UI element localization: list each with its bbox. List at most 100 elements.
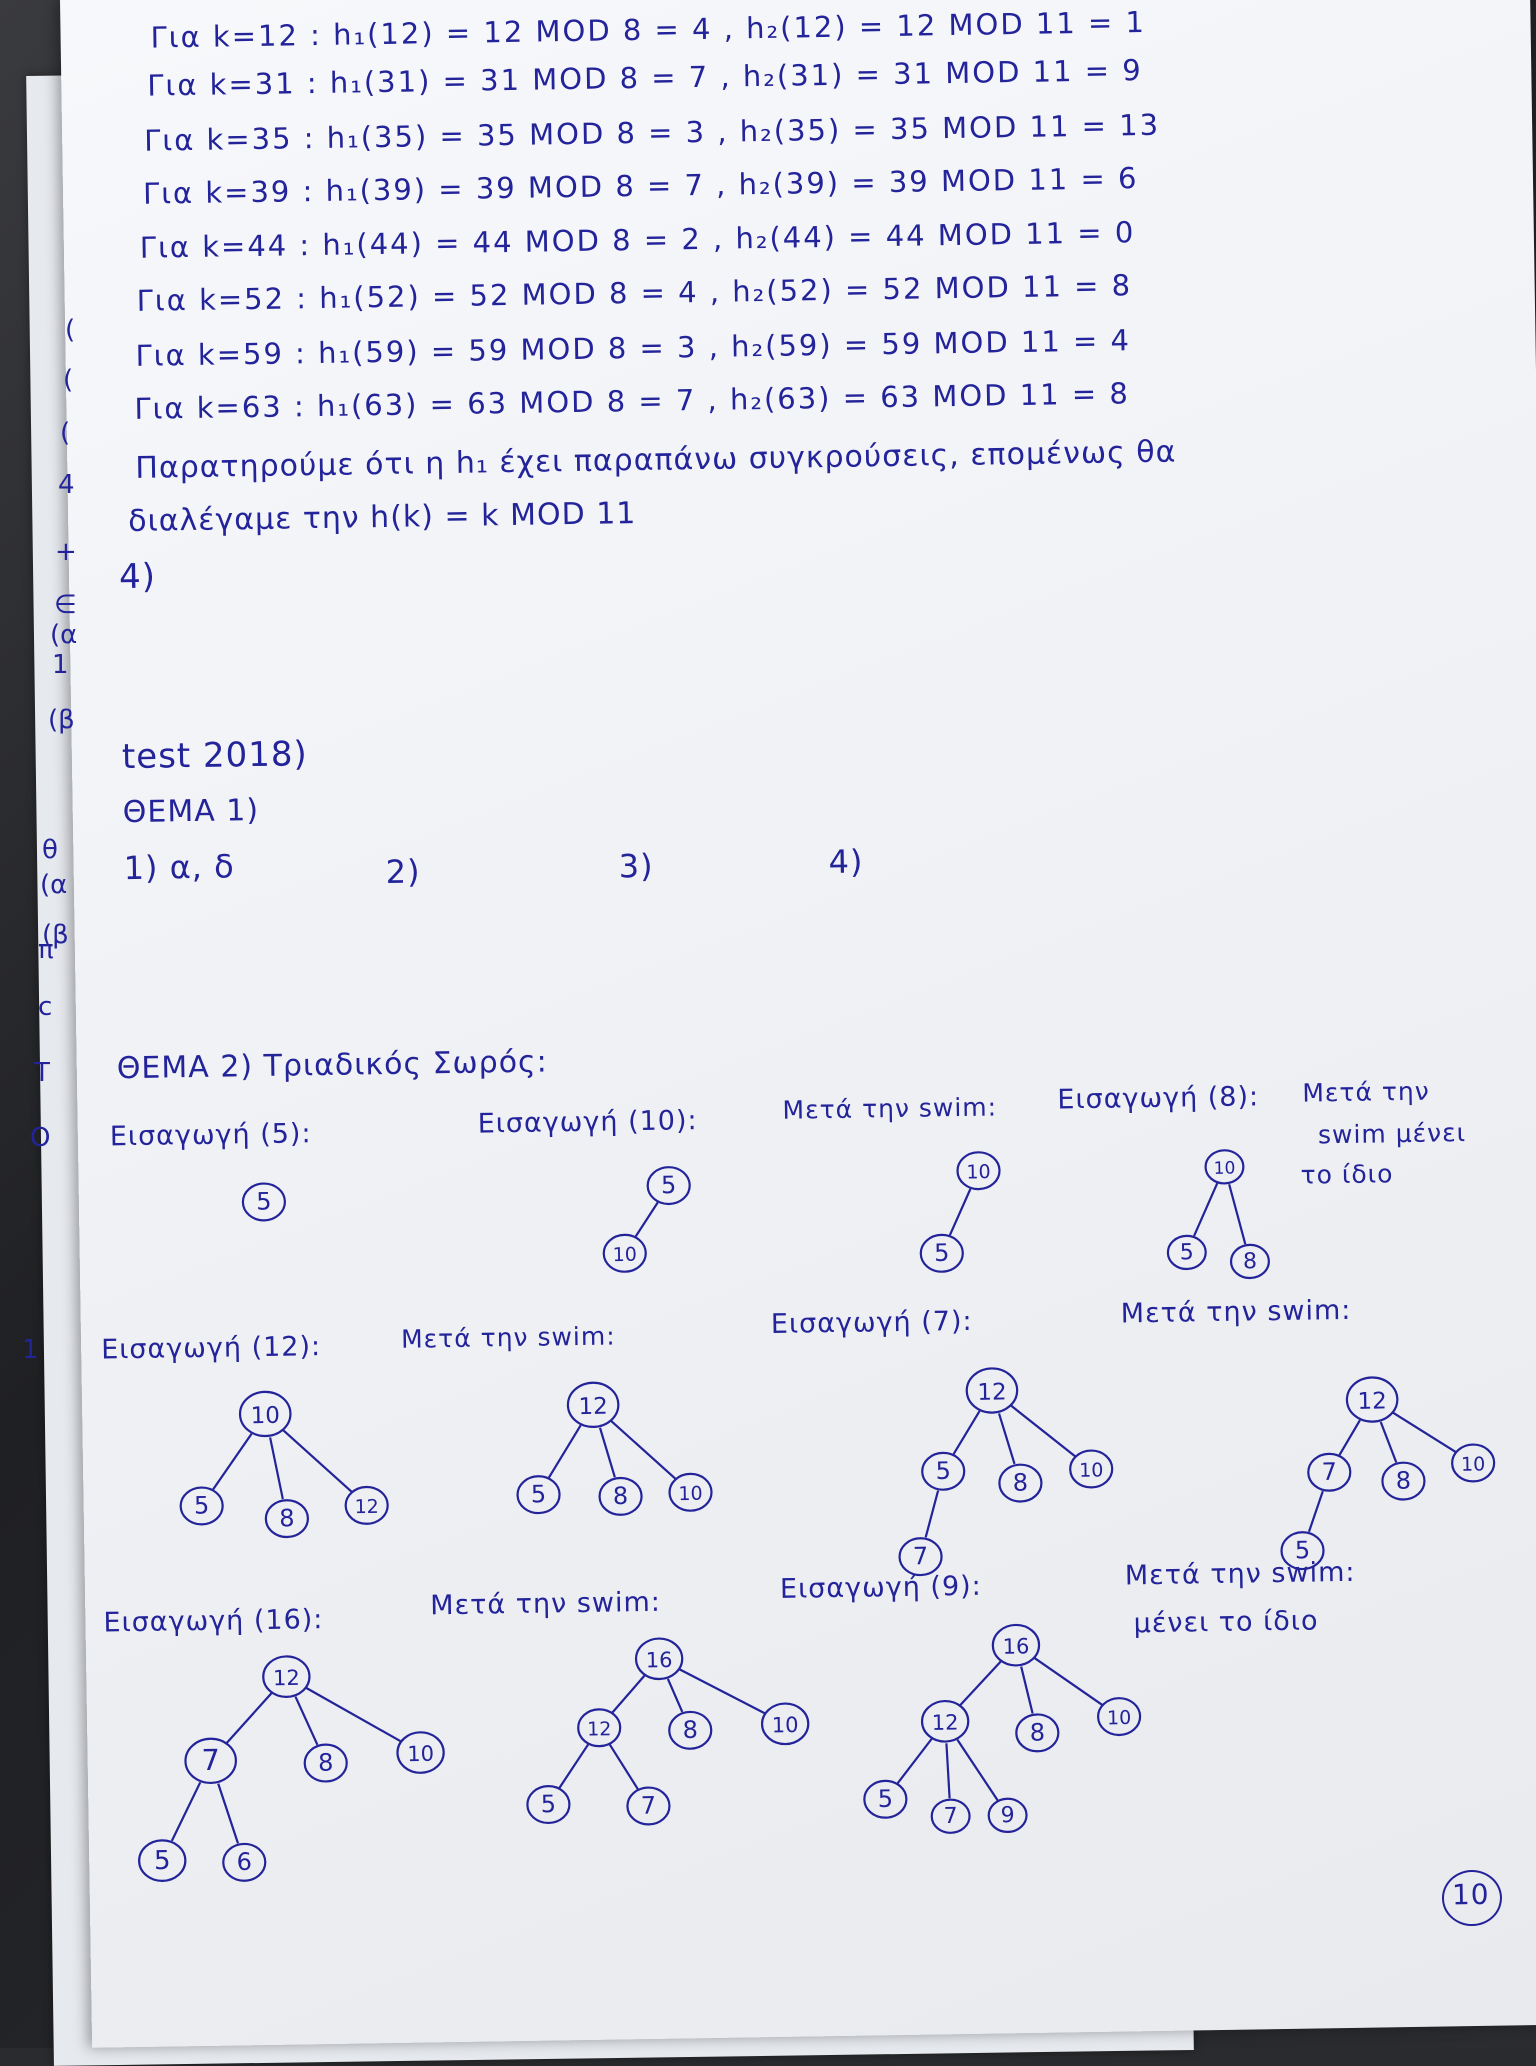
heap-tree-t2: 5 10 <box>602 1166 691 1273</box>
heap-edge <box>1010 1404 1077 1458</box>
heap-node-circle <box>898 1537 943 1577</box>
heap-node-circle <box>668 1710 713 1750</box>
heap-tree-t11: 16 12 8 10 5 7 9 <box>863 1623 1142 1834</box>
heap-edge <box>997 1413 1016 1465</box>
heap-node-label: 5 <box>256 1187 272 1215</box>
heap-node-circle <box>526 1785 571 1825</box>
heap-edge <box>611 1674 646 1714</box>
heap-node-circle <box>262 1655 311 1698</box>
heap-edge <box>1020 1666 1034 1714</box>
heap-node-circle <box>1069 1449 1114 1489</box>
margin-mark-3: ( <box>60 418 71 448</box>
heap-edge <box>547 1424 582 1479</box>
heap-node-label: 5 <box>934 1239 950 1267</box>
heap-node-circle <box>1307 1452 1352 1492</box>
heap-edge <box>598 1427 616 1478</box>
heap-node-circle <box>1381 1461 1426 1501</box>
heap-node-label: 8 <box>1396 1467 1412 1495</box>
heap-tree-t3: 10 5 <box>919 1151 1001 1273</box>
heap-edge <box>610 1420 677 1480</box>
heap-node-label: 8 <box>1029 1718 1045 1746</box>
page-number: 10 <box>1451 1877 1490 1912</box>
heap-tree-t9: 12 7 8 10 5 6 <box>138 1655 445 1882</box>
heap-tree-t6: 12 5 8 10 <box>516 1381 713 1516</box>
heap-node-circle <box>1166 1234 1207 1271</box>
heap-node-circle <box>760 1702 810 1746</box>
heap-node-circle <box>138 1839 187 1882</box>
heap-node-label: 8 <box>318 1749 334 1777</box>
heap-node-circle <box>634 1637 684 1681</box>
heap-node-circle <box>863 1779 908 1819</box>
heap-node-circle <box>566 1381 620 1428</box>
heap-node-label: 9 <box>1000 1803 1014 1828</box>
heap-node-circle <box>965 1367 1019 1414</box>
heap-node-label: 7 <box>943 1804 957 1829</box>
heap-node-label: 10 <box>613 1244 638 1266</box>
heap-edge <box>1193 1182 1219 1237</box>
heap-edge <box>217 1783 240 1844</box>
heap-node-circle <box>1280 1531 1325 1571</box>
heap-edge <box>282 1429 353 1493</box>
heap-edge <box>225 1692 273 1744</box>
heap-edge <box>608 1744 639 1790</box>
heap-node-label: 10 <box>407 1742 434 1766</box>
heap-node-circle <box>626 1786 671 1826</box>
heap-edge <box>634 1201 659 1238</box>
heap-node-label: 5 <box>194 1491 210 1519</box>
heap-tree-t8: 12 7 8 10 5 <box>1280 1376 1496 1571</box>
heap-node-circle <box>646 1166 691 1206</box>
margin-mark-1: ( <box>65 315 76 345</box>
heap-edge <box>896 1738 933 1785</box>
heap-node-circle <box>602 1233 647 1273</box>
heap-edge <box>1338 1419 1361 1456</box>
heap-node-circle <box>921 1451 966 1491</box>
heap-node-circle <box>998 1463 1043 1503</box>
margin-mark-16: O <box>30 1123 51 1153</box>
heap-edge <box>959 1660 1002 1706</box>
heap-node-label: 5 <box>935 1457 951 1485</box>
heap-tree-t10: 16 12 8 10 5 7 <box>526 1637 810 1826</box>
heap-node-label: 12 <box>273 1666 300 1690</box>
heap-node-label: 7 <box>201 1743 220 1777</box>
margin-mark-17: 1 <box>22 1335 39 1365</box>
heap-node-circle <box>222 1842 267 1882</box>
heap-node-label: 5 <box>877 1785 893 1813</box>
heap-tree-t7: 12 5 8 10 7 <box>898 1367 1114 1577</box>
heap-edge <box>678 1667 767 1715</box>
heap-node-label: 10 <box>678 1483 703 1505</box>
heap-node-label: 8 <box>279 1504 295 1532</box>
heap-edge <box>1228 1183 1247 1245</box>
heap-node-circle <box>241 1182 287 1222</box>
heap-node-circle <box>920 1699 970 1743</box>
notebook-page: Για k=12 : h₁(12) = 12 MOD 8 = 4 , h₂(12… <box>60 0 1536 2048</box>
heap-node-label: 5 <box>661 1171 677 1199</box>
heap-edge <box>304 1686 402 1743</box>
heap-node-circle <box>238 1390 292 1438</box>
heap-node-label: 5 <box>541 1790 557 1818</box>
heap-node-label: 10 <box>1461 1453 1486 1475</box>
heap-edge <box>558 1743 590 1789</box>
heap-node-circle <box>577 1708 622 1748</box>
heap-node-circle <box>344 1485 389 1525</box>
heap-node-label: 12 <box>932 1710 959 1734</box>
heap-node-circle <box>598 1476 643 1516</box>
heap-node-label: 5 <box>154 1846 171 1876</box>
heap-node-circle <box>1229 1243 1270 1280</box>
heap-node-label: 7 <box>1321 1458 1337 1486</box>
heap-tree-t4: 10 5 8 <box>1166 1149 1270 1280</box>
heap-node-circle <box>668 1472 713 1512</box>
heap-edge <box>948 1188 972 1236</box>
margin-mark-5: + <box>55 537 77 567</box>
heap-node-label: 16 <box>646 1648 673 1672</box>
heap-node-circle <box>516 1475 561 1515</box>
heap-tree-t5: 10 5 8 12 <box>179 1390 389 1539</box>
heap-node-circle <box>1096 1697 1142 1737</box>
margin-mark-13: π <box>38 935 54 965</box>
heap-node-label: 10 <box>1079 1459 1104 1481</box>
heap-node-label: 8 <box>613 1482 629 1510</box>
heap-node-label: 12 <box>977 1379 1007 1405</box>
heap-node-label: 10 <box>966 1161 991 1183</box>
heap-node-label: 10 <box>250 1403 280 1429</box>
heap-node-circle <box>396 1731 445 1774</box>
margin-mark-12: (β <box>42 920 69 950</box>
